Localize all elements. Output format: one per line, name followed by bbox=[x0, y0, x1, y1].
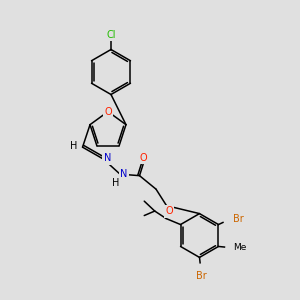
Text: Cl: Cl bbox=[106, 29, 116, 40]
Text: N: N bbox=[104, 153, 111, 163]
Text: H: H bbox=[112, 178, 119, 188]
Text: Br: Br bbox=[196, 271, 206, 281]
Text: O: O bbox=[104, 106, 112, 117]
Text: O: O bbox=[139, 153, 147, 163]
Text: Me: Me bbox=[233, 244, 247, 253]
Text: H: H bbox=[70, 141, 77, 151]
Text: O: O bbox=[165, 206, 173, 216]
Text: Br: Br bbox=[233, 214, 244, 224]
Text: N: N bbox=[120, 169, 128, 179]
